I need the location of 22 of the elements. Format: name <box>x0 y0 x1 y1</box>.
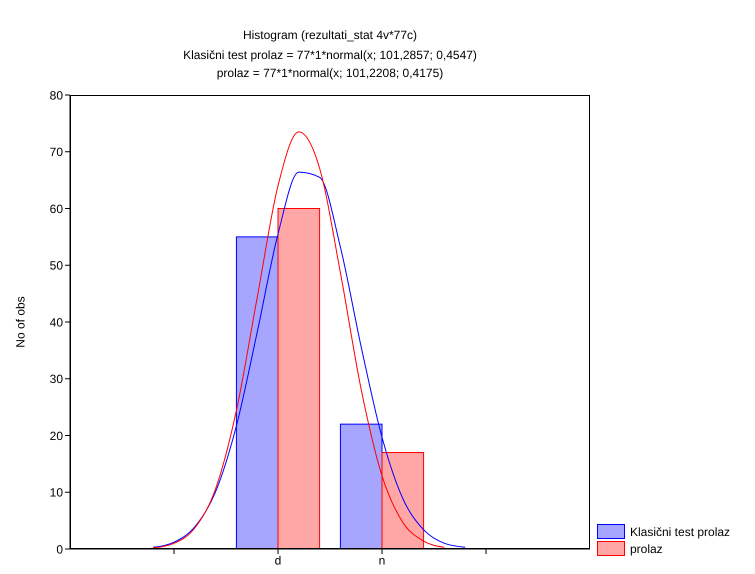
y-tick-label: 50 <box>50 258 64 273</box>
line-series <box>152 131 445 548</box>
bar <box>236 236 278 549</box>
y-tick-label: 60 <box>50 202 64 216</box>
legend-label: Klasični test prolaz <box>630 524 730 538</box>
line-series <box>152 172 466 548</box>
bar <box>278 208 320 549</box>
y-tick-label: 40 <box>50 315 64 330</box>
chart-title: Histogram (rezultati_stat 4v*77c) <box>242 28 418 42</box>
chart-subtitle: Klasični test prolaz = 77*1*normal(x; 101,2857; 0,4547) prolaz = 77*1*normal(x; 101,2208; 0,4175) <box>182 48 478 80</box>
y-tick-label: 10 <box>50 486 64 500</box>
x-tick-label: d <box>274 554 282 568</box>
bar <box>382 452 424 549</box>
y-tick-label: 70 <box>50 145 64 160</box>
y-tick-label: 30 <box>50 372 64 386</box>
y-tick-label: 20 <box>50 428 64 443</box>
y-tick-label: 80 <box>50 88 64 102</box>
y-axis-title: No of obs <box>13 296 28 348</box>
y-tick-label: 0 <box>56 542 64 556</box>
x-tick-label: n <box>378 554 386 568</box>
bar <box>340 424 382 549</box>
legend-label: prolaz <box>630 542 663 556</box>
